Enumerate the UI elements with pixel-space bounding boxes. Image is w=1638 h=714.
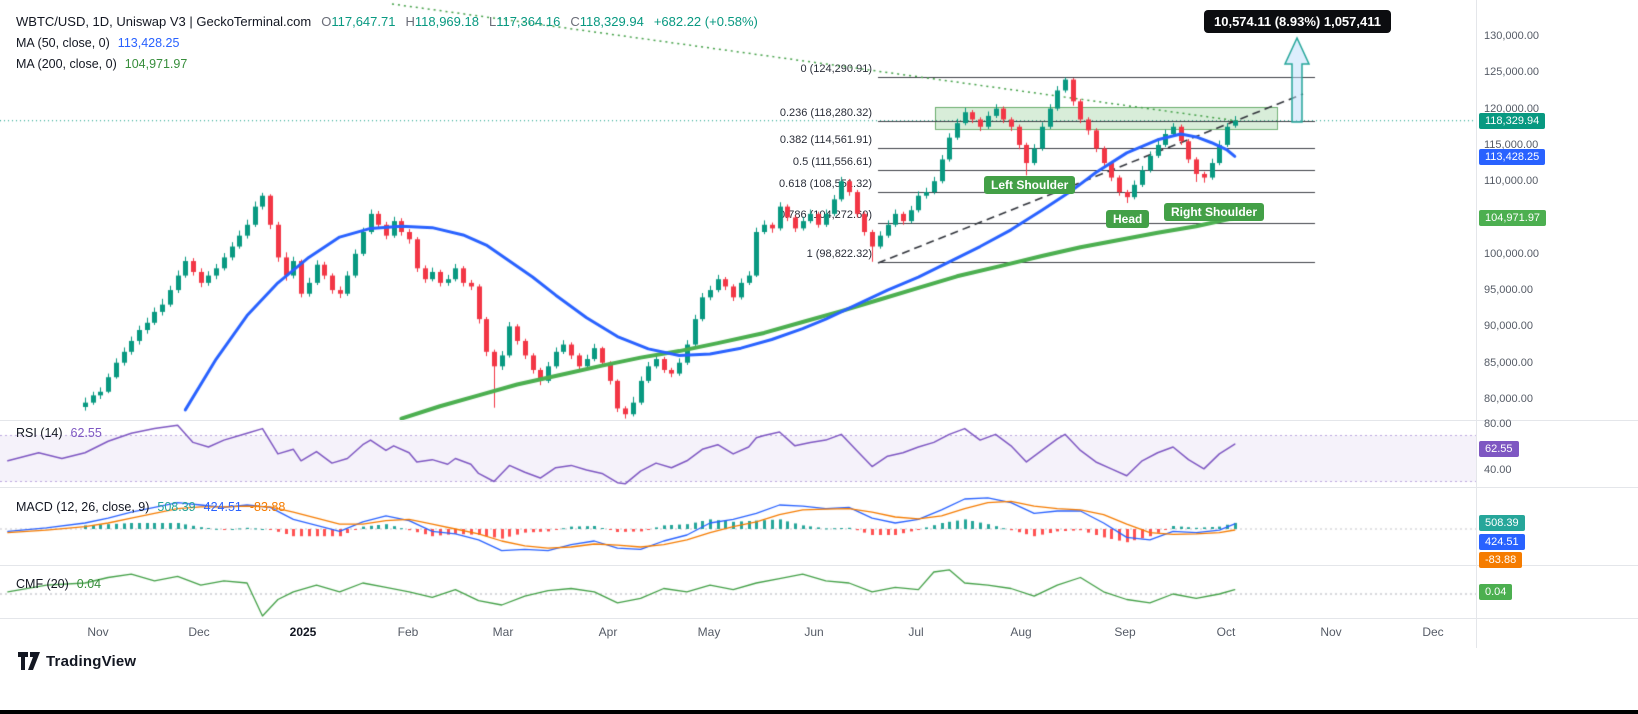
watermark-text: TradingView (46, 652, 137, 670)
axis-value-badge: 104,971.97 (1479, 210, 1547, 226)
ma200-label: MA (200, close, 0) (16, 57, 117, 71)
time-axis-label: Apr (598, 625, 618, 639)
axis-tick-label: 110,000.00 (1484, 175, 1539, 187)
time-axis-label: Feb (397, 625, 419, 639)
time-axis-label: Sep (1114, 625, 1136, 639)
high-label: H (405, 14, 415, 29)
open-label: O (321, 14, 332, 29)
close-label: C (570, 14, 580, 29)
axis-tick-label: 95,000.00 (1484, 284, 1533, 296)
low-value: 117,364.16 (496, 14, 561, 29)
time-axis-label: Jun (804, 625, 824, 639)
pattern-label[interactable]: Right Shoulder (1164, 203, 1264, 221)
change-value: +682.22 (+0.58%) (653, 14, 758, 29)
axis-tick-label: 80,000.00 (1484, 393, 1533, 405)
macd-signal-value: -83.88 (249, 500, 286, 514)
chart-plot-area: 0 (124,290.91)0.236 (118,280.32)0.382 (1… (0, 0, 1476, 646)
pane-separator[interactable] (0, 420, 1638, 421)
time-axis-label: Mar (492, 625, 514, 639)
axis-value-badge: 424.51 (1479, 534, 1525, 550)
time-axis[interactable]: Nov Dec 2025 Feb Mar Apr May Jun Jul Aug Sep Oct Nov… (0, 618, 1476, 648)
axis-separator (1476, 0, 1477, 648)
axis-tick-label: 80.00 (1484, 418, 1512, 430)
low-label: L (488, 14, 497, 29)
ma50-value: 113,428.25 (117, 36, 180, 50)
macd-pane-title[interactable]: MACD (12, 26, close, 9) 508.39 424.51 -83.8… (16, 500, 285, 514)
time-axis-label: Nov (87, 625, 109, 639)
tradingview-watermark[interactable]: TradingView (18, 652, 136, 670)
axis-tick-label: 100,000.00 (1484, 248, 1540, 260)
ma50-label: MA (50, close, 0) (16, 36, 110, 50)
axis-tick-label: 85,000.00 (1484, 357, 1533, 369)
cmf-pane-title[interactable]: CMF (20) 0.04 (16, 577, 101, 591)
axis-tick-label: 90,000.00 (1484, 320, 1533, 332)
pane-separator[interactable] (0, 565, 1638, 566)
time-axis-label: Nov (1320, 625, 1342, 639)
symbol-title[interactable]: WBTC/USD, 1D, Uniswap V3 | GeckoTerminal… (16, 14, 312, 29)
close-value: 118,329.94 (579, 14, 644, 29)
ma200-value: 104,971.97 (124, 57, 188, 71)
pane-separator[interactable] (0, 618, 1638, 619)
rsi-value: 62.55 (70, 426, 102, 440)
axis-value-badge: 0.04 (1479, 584, 1513, 600)
high-value: 118,969.18 (414, 14, 479, 29)
axis-tick-label: 115,000.00 (1484, 139, 1539, 151)
pattern-label[interactable]: Head (1106, 210, 1150, 228)
chart-legend: WBTC/USD, 1D, Uniswap V3 | GeckoTerminal… (16, 10, 758, 75)
axis-tick-label: 120,000.00 (1484, 103, 1540, 115)
cmf-value: 0.04 (76, 577, 102, 591)
axis-value-badge: 113,428.25 (1479, 149, 1546, 165)
symbol-ohlc-row[interactable]: WBTC/USD, 1D, Uniswap V3 | GeckoTerminal… (16, 10, 758, 33)
axis-value-badge: 118,329.94 (1479, 113, 1546, 129)
rsi-label: RSI (14) (16, 426, 63, 440)
time-axis-label: May (697, 625, 721, 639)
macd-line-value: 424.51 (203, 500, 242, 514)
axis-tick-label: 130,000.00 (1484, 30, 1540, 42)
tradingview-logo-icon (18, 652, 40, 670)
ma200-legend-row[interactable]: MA (200, close, 0) 104,971.97 (16, 54, 758, 75)
bottom-border (0, 710, 1638, 714)
pane-separator[interactable] (0, 487, 1638, 488)
time-axis-label: 2025 (289, 625, 317, 639)
pattern-label[interactable]: Left Shoulder (984, 176, 1076, 194)
ma50-legend-row[interactable]: MA (50, close, 0) 113,428.25 (16, 33, 758, 54)
measure-badge: 10,574.11 (8.93%) 1,057,411 (1204, 10, 1391, 33)
time-axis-label: Dec (188, 625, 210, 639)
axis-value-badge: 508.39 (1479, 515, 1525, 531)
time-axis-label: Oct (1216, 625, 1236, 639)
time-axis-label: Dec (1422, 625, 1444, 639)
axis-tick-label: 40.00 (1484, 464, 1512, 476)
price-axis[interactable]: 130,000.00 125,000.00 120,000.00 115,000.00… (1477, 0, 1638, 648)
macd-label: MACD (12, 26, close, 9) (16, 500, 150, 514)
cmf-label: CMF (20) (16, 577, 69, 591)
measure-badge-text: 10,574.11 (8.93%) 1,057,411 (1214, 14, 1381, 29)
rsi-pane-title[interactable]: RSI (14) 62.55 (16, 426, 102, 440)
axis-value-badge: 62.55 (1479, 441, 1519, 457)
axis-value-badge: -83.88 (1479, 552, 1523, 568)
open-value: 117,647.71 (331, 14, 396, 29)
macd-hist-value: 508.39 (157, 500, 196, 514)
time-axis-label: Jul (908, 625, 924, 639)
main-chart-canvas[interactable] (0, 0, 1476, 646)
time-axis-label: Aug (1010, 625, 1032, 639)
axis-tick-label: 125,000.00 (1484, 66, 1540, 78)
